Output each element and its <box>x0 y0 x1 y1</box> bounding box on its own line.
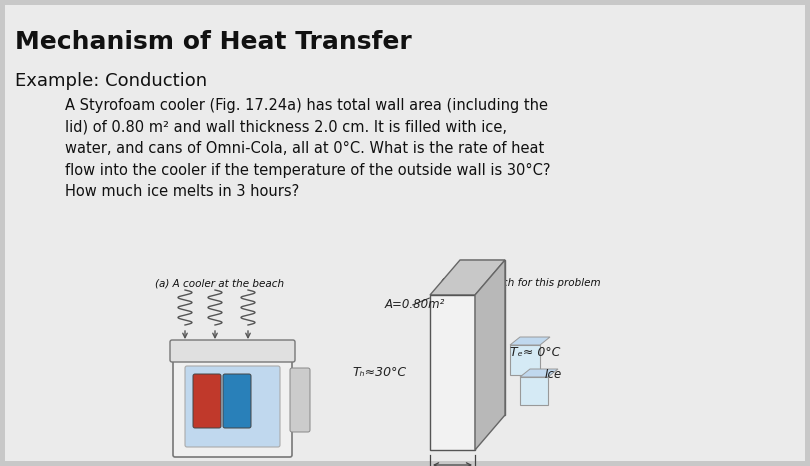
FancyBboxPatch shape <box>290 368 310 432</box>
FancyBboxPatch shape <box>173 348 292 457</box>
Text: Tₕ≈30°C: Tₕ≈30°C <box>352 365 406 378</box>
Polygon shape <box>475 260 505 450</box>
Text: A Styrofoam cooler (Fig. 17.24a) has total wall area (including the
lid) of 0.80: A Styrofoam cooler (Fig. 17.24a) has tot… <box>65 98 551 199</box>
Polygon shape <box>520 369 558 377</box>
Polygon shape <box>460 260 505 415</box>
FancyBboxPatch shape <box>170 340 295 362</box>
Text: Example: Conduction: Example: Conduction <box>15 72 207 90</box>
Polygon shape <box>520 377 548 405</box>
FancyBboxPatch shape <box>185 366 280 447</box>
FancyBboxPatch shape <box>5 5 805 461</box>
Polygon shape <box>430 295 475 450</box>
Polygon shape <box>510 345 540 375</box>
Polygon shape <box>430 260 505 295</box>
Text: Mechanism of Heat Transfer: Mechanism of Heat Transfer <box>15 30 411 54</box>
Polygon shape <box>510 337 550 345</box>
Text: Ice: Ice <box>545 369 562 382</box>
FancyBboxPatch shape <box>193 374 221 428</box>
Text: Tₑ≈ 0°C: Tₑ≈ 0°C <box>510 345 561 358</box>
FancyBboxPatch shape <box>223 374 251 428</box>
Text: (a) A cooler at the beach: (a) A cooler at the beach <box>156 278 284 288</box>
Text: (b) Our sketch for this problem: (b) Our sketch for this problem <box>440 278 600 288</box>
Text: A=0.80m²: A=0.80m² <box>385 298 446 311</box>
